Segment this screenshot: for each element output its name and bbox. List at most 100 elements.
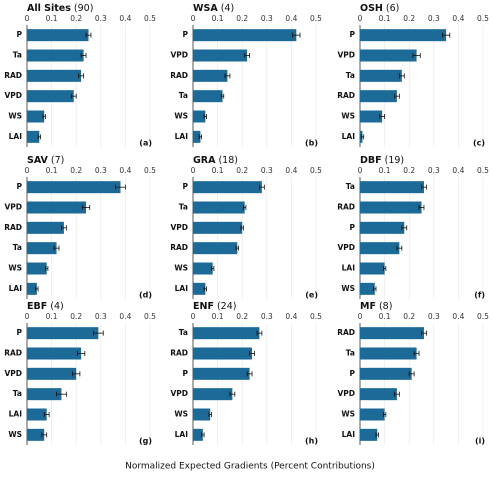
y-tick-label: LAI (175, 132, 189, 141)
bar (360, 29, 447, 42)
error-bar (115, 184, 126, 190)
x-tick-label: 0.2 (70, 312, 82, 321)
bar (27, 29, 89, 42)
bar (360, 90, 397, 103)
panel-count: (7) (51, 155, 64, 166)
error-bar (249, 351, 255, 356)
x-tick-label: 0.5 (144, 312, 156, 321)
error-bar (45, 266, 49, 271)
x-tick-label: 0.1 (212, 312, 224, 321)
x-tick-label: 0.3 (95, 14, 107, 23)
bar (360, 408, 385, 421)
error-bar (398, 73, 405, 79)
y-tick-label: VPD (170, 389, 188, 398)
bar (193, 347, 253, 360)
y-tick-label: LAI (342, 132, 356, 141)
bar (360, 282, 375, 295)
x-tick-label: 0.2 (236, 312, 248, 321)
panel-label: (e) (305, 291, 318, 300)
x-tick-label: 0 (25, 166, 30, 175)
y-tick-label: Ta (13, 243, 22, 252)
y-tick-label: VPD (337, 243, 355, 252)
x-tick-label: 0 (25, 14, 30, 23)
error-bar (292, 32, 301, 38)
y-tick-label: WS (174, 264, 188, 273)
y-tick-label: P (350, 30, 356, 39)
x-tick-label: 0.3 (428, 312, 440, 321)
x-tick-label: 0 (358, 14, 363, 23)
y-tick-label: Ta (179, 203, 188, 212)
x-tick-label: 0.3 (95, 166, 107, 175)
panel-title: GRA (18) (193, 155, 238, 166)
panel-label: (b) (305, 139, 318, 148)
y-tick-label: VPD (4, 91, 22, 100)
bar (193, 408, 211, 421)
y-tick-label: RAD (337, 91, 355, 100)
x-tick-label: 0.4 (119, 166, 131, 175)
error-bar (42, 114, 46, 119)
y-tick-label: VPD (170, 223, 188, 232)
error-bar (412, 53, 421, 58)
error-bar (78, 73, 84, 79)
x-tick-label: 0 (358, 312, 363, 321)
x-tick-label: 0 (358, 166, 363, 175)
error-bar (243, 205, 247, 210)
bar (360, 201, 422, 214)
panel-label: (f) (474, 291, 485, 300)
x-tick-label: 0.5 (477, 166, 489, 175)
panel-title: OSH (6) (360, 3, 399, 14)
error-bar (220, 93, 225, 99)
bar (27, 327, 99, 340)
panel-title-name: SAV (27, 155, 49, 166)
x-tick-label: 0.4 (285, 166, 297, 175)
x-tick-label: 0.1 (212, 166, 224, 175)
y-tick-label: P (17, 328, 23, 337)
y-tick-label: Ta (346, 71, 355, 80)
panel-label: (h) (305, 437, 318, 446)
bar (27, 110, 45, 123)
bar (360, 49, 417, 62)
error-bar (85, 32, 92, 38)
y-tick-label: VPD (4, 203, 22, 212)
x-tick-label: 0.2 (236, 14, 248, 23)
bar (193, 221, 243, 234)
y-tick-label: WS (341, 112, 355, 121)
bar (193, 90, 223, 103)
error-bar (198, 134, 203, 140)
panel-title-name: ENF (193, 301, 214, 312)
y-tick-label: WS (341, 410, 355, 419)
x-tick-label: 0.5 (310, 14, 322, 23)
x-tick-label: 0.4 (119, 14, 131, 23)
x-tick-label: 0.1 (212, 14, 224, 23)
y-tick-label: Ta (13, 389, 22, 398)
error-bar (208, 412, 212, 417)
bar (27, 201, 87, 214)
y-tick-label: VPD (337, 51, 355, 60)
x-tick-label: 0.3 (261, 14, 273, 23)
panel-title: DBF (19) (360, 155, 404, 166)
panel-title: ENF (24) (193, 301, 236, 312)
bar (360, 221, 405, 234)
bar (360, 69, 402, 82)
panel-title-name: DBF (360, 155, 382, 166)
error-bar (70, 93, 77, 99)
panel-count: (19) (385, 155, 405, 166)
y-tick-label: LAI (175, 430, 189, 439)
y-tick-label: P (183, 369, 189, 378)
error-bar (259, 184, 265, 190)
panel-title-name: MF (360, 301, 376, 312)
error-bar (382, 266, 387, 271)
error-bar (37, 134, 41, 140)
x-tick-label: 0.3 (261, 166, 273, 175)
error-bar (53, 245, 60, 251)
error-bar (408, 371, 415, 377)
y-tick-label: Ta (13, 51, 22, 60)
x-tick-label: 0.2 (403, 14, 415, 23)
y-tick-label: Ta (346, 182, 355, 191)
panel-label: (i) (475, 437, 485, 446)
x-tick-label: 0.5 (310, 166, 322, 175)
x-tick-label: 0.1 (46, 166, 58, 175)
bar (360, 242, 400, 255)
bar (360, 327, 424, 340)
y-tick-label: LAI (9, 284, 23, 293)
